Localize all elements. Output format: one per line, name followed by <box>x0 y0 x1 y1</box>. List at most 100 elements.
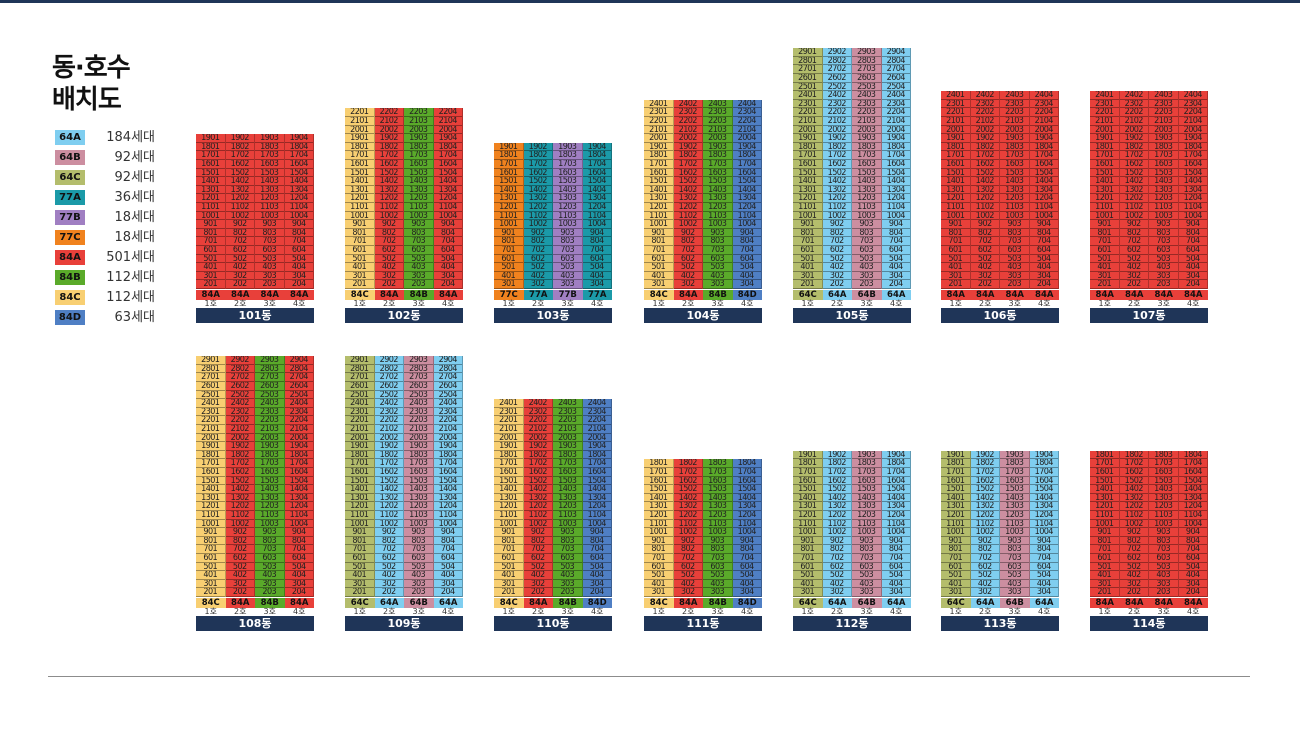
unit-cell: 2402 <box>970 91 999 100</box>
unit-cell: 904 <box>433 528 462 537</box>
unit-cell: 1603 <box>1000 477 1029 486</box>
unit-cell: 2801 <box>793 57 822 66</box>
unit-cell: 602 <box>225 246 254 255</box>
unit-cell: 702 <box>1119 545 1148 554</box>
unit-cell: 1902 <box>374 134 403 143</box>
unit-column: 2401 2301 2201 2101 2001 1901 1801 1701 1601 1501… <box>494 399 524 597</box>
unit-cell: 1203 <box>1000 194 1029 203</box>
unit-cell: 1604 <box>1178 468 1207 477</box>
line-number-label: 4호 <box>442 606 455 616</box>
unit-cell: 2103 <box>1000 117 1029 126</box>
unit-cell: 502 <box>822 255 851 264</box>
unit-column: 1804 1704 1604 1504 1404 1304 1204 1104 1004 904 8… <box>1178 450 1208 597</box>
unit-cell: 903 <box>404 528 433 537</box>
legend-count: 184세대 <box>106 130 155 145</box>
unit-cell: 604 <box>1029 246 1058 255</box>
unit-cell: 504 <box>1178 255 1207 264</box>
line-number-label: 2호 <box>383 298 396 308</box>
unit-cell: 2403 <box>1149 91 1178 100</box>
unit-cell: 2401 <box>345 399 374 408</box>
unit-cell: 1502 <box>225 169 254 178</box>
unit-cell: 202 <box>225 588 254 597</box>
building-114동: 1801 1701 1601 1501 1401 1301 1201 1101 1001 901 8… <box>1090 450 1208 632</box>
building-name-label: 109동 <box>345 615 463 631</box>
unit-type-label: 84A <box>1178 289 1208 300</box>
unit-cell: 2204 <box>1178 108 1207 117</box>
unit-cell: 2202 <box>374 108 403 117</box>
unit-cell: 1701 <box>941 151 970 160</box>
building-name-label: 107동 <box>1090 307 1208 323</box>
unit-cell: 704 <box>284 545 313 554</box>
unit-cell: 801 <box>793 229 822 238</box>
unit-cell: 203 <box>404 588 433 597</box>
unit-cell: 502 <box>1119 255 1148 264</box>
unit-cell: 304 <box>433 580 462 589</box>
unit-cell: 1702 <box>523 160 552 169</box>
unit-cell: 804 <box>1178 537 1207 546</box>
unit-type-label: 84A <box>255 289 285 300</box>
unit-column: 2403 2303 2203 2103 2003 1903 1803 1703 1603 1503… <box>1149 91 1179 289</box>
unit-cell: 2202 <box>673 117 702 126</box>
unit-cell: 1704 <box>582 160 611 169</box>
unit-cell: 801 <box>345 229 374 238</box>
unit-column: 1804 1704 1604 1504 1404 1304 1204 1104 1004 904 8… <box>732 459 762 597</box>
unit-cell: 301 <box>196 580 225 589</box>
building-name-label: 104동 <box>644 307 762 323</box>
line-number-label: 3호 <box>1008 606 1021 616</box>
unit-cell: 901 <box>1090 528 1119 537</box>
unit-cell: 1103 <box>404 203 433 212</box>
unit-cell: 504 <box>1178 563 1207 572</box>
unit-cell: 1503 <box>553 477 582 486</box>
unit-cell: 401 <box>494 272 523 281</box>
line-number-label: 4호 <box>890 606 903 616</box>
unit-cell: 802 <box>673 545 702 554</box>
unit-cell: 1302 <box>374 186 403 195</box>
unit-cell: 1602 <box>374 160 403 169</box>
unit-cell: 1003 <box>553 220 582 229</box>
unit-cell: 404 <box>732 580 761 589</box>
unit-cell: 1001 <box>1090 520 1119 529</box>
unit-column: 2403 2303 2203 2103 2003 1903 1803 1703 1603 1503… <box>703 99 733 289</box>
unit-cell: 1401 <box>644 494 673 503</box>
unit-cell: 1202 <box>523 203 552 212</box>
unit-cell: 403 <box>1149 263 1178 272</box>
unit-cell: 1701 <box>644 160 673 169</box>
unit-cell: 1303 <box>852 502 881 511</box>
unit-cell: 301 <box>345 580 374 589</box>
unit-cell: 2404 <box>582 399 611 408</box>
unit-cell: 401 <box>196 263 225 272</box>
unit-cell: 1901 <box>345 134 374 143</box>
unit-cell: 1402 <box>822 494 851 503</box>
unit-cell: 603 <box>1149 554 1178 563</box>
unit-cell: 2002 <box>523 434 552 443</box>
unit-column: 2404 2304 2204 2104 2004 1904 1804 1704 1604 1504… <box>1178 91 1208 289</box>
unit-cell: 404 <box>1178 571 1207 580</box>
unit-cell: 601 <box>494 554 523 563</box>
unit-cell: 1703 <box>404 151 433 160</box>
unit-cell: 1302 <box>1119 186 1148 195</box>
unit-cell: 1802 <box>673 459 702 468</box>
unit-cell: 902 <box>374 220 403 229</box>
unit-cell: 1501 <box>345 169 374 178</box>
line-number-row: 1호 2호 3호 4호 <box>941 299 1059 308</box>
unit-cell: 1304 <box>1029 502 1058 511</box>
unit-cell: 1303 <box>404 186 433 195</box>
unit-type-label: 84C <box>196 597 226 608</box>
unit-cell: 2002 <box>970 126 999 135</box>
unit-cell: 601 <box>196 554 225 563</box>
unit-cell: 701 <box>793 237 822 246</box>
unit-cell: 801 <box>941 229 970 238</box>
unit-cell: 901 <box>644 537 673 546</box>
unit-cell: 604 <box>881 246 910 255</box>
unit-cell: 1404 <box>732 494 761 503</box>
unit-cell: 1502 <box>822 485 851 494</box>
unit-cell: 1601 <box>941 477 970 486</box>
unit-cell: 1503 <box>404 169 433 178</box>
title-line-1: 동·호수 <box>52 53 131 83</box>
unit-cell: 1503 <box>255 169 284 178</box>
unit-cell: 503 <box>553 263 582 272</box>
unit-cell: 1401 <box>941 177 970 186</box>
unit-cell: 1902 <box>523 442 552 451</box>
unit-cell: 2003 <box>703 134 732 143</box>
unit-cell: 1002 <box>822 528 851 537</box>
